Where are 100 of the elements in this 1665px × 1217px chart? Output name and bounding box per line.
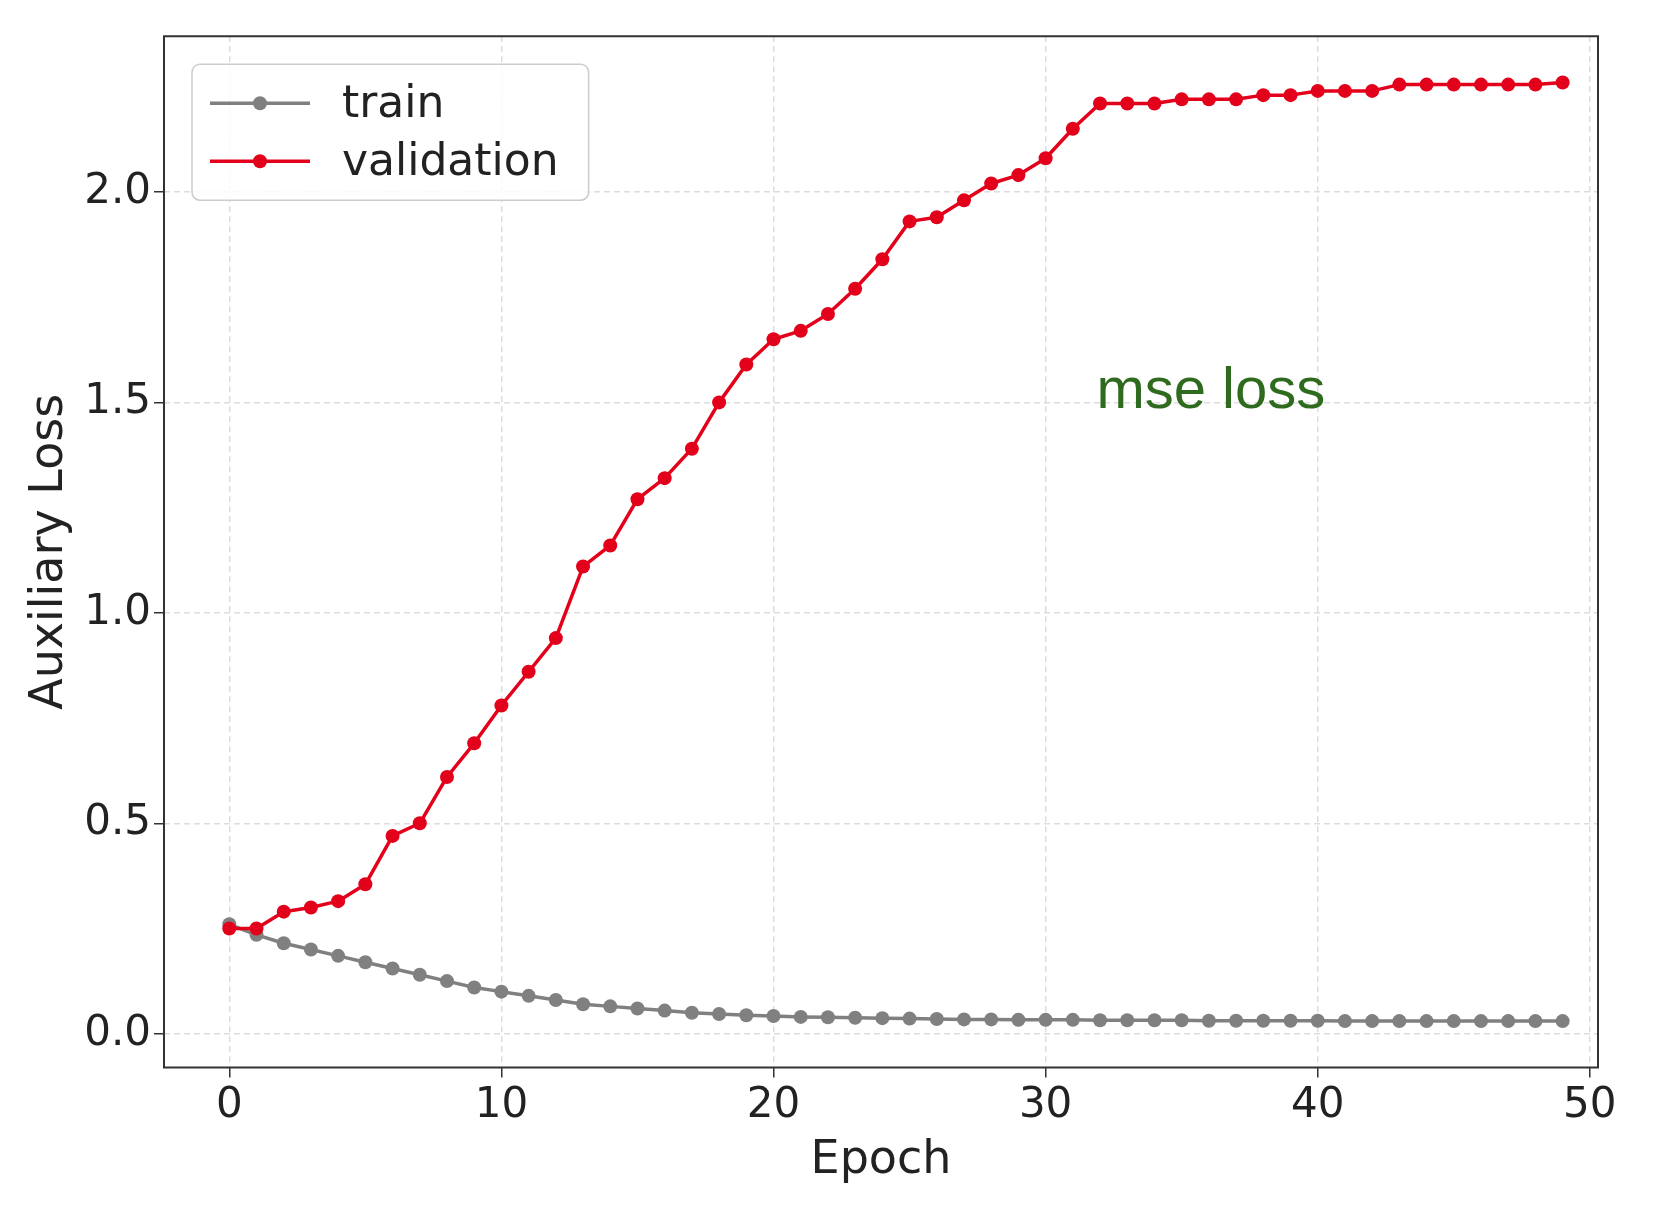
point	[1555, 1014, 1570, 1029]
point	[303, 900, 318, 915]
point	[412, 967, 427, 982]
point	[984, 176, 999, 191]
point	[1419, 77, 1434, 92]
point	[1310, 1013, 1325, 1028]
point	[739, 1008, 754, 1023]
point	[902, 214, 917, 229]
point	[222, 921, 237, 936]
legend-label: train	[341, 75, 445, 127]
point	[385, 961, 400, 976]
point	[630, 1001, 645, 1016]
point	[1065, 1012, 1080, 1027]
x-tick-label: 40	[1291, 1077, 1345, 1127]
point	[739, 357, 754, 372]
point	[548, 631, 563, 646]
point	[1365, 1014, 1380, 1029]
point	[1147, 96, 1162, 111]
point	[1201, 92, 1216, 107]
point	[521, 988, 536, 1003]
point	[439, 974, 454, 989]
point	[249, 921, 264, 936]
point	[1392, 77, 1407, 92]
point	[875, 1011, 890, 1026]
y-tick-label: 1.0	[84, 584, 151, 634]
point	[1120, 96, 1135, 111]
x-tick-label: 50	[1563, 1077, 1617, 1127]
point	[1120, 1013, 1135, 1028]
point	[494, 984, 509, 999]
point	[1528, 1014, 1543, 1029]
point	[1473, 77, 1488, 92]
point	[494, 698, 509, 713]
point	[1256, 1013, 1271, 1028]
point	[548, 993, 563, 1008]
x-tick-label: 0	[215, 1077, 243, 1127]
point	[848, 1010, 863, 1025]
point	[1419, 1014, 1434, 1029]
point	[1147, 1013, 1162, 1028]
point	[793, 1009, 808, 1024]
point	[766, 332, 781, 347]
point	[1283, 88, 1298, 103]
point	[657, 1003, 672, 1018]
point	[1011, 168, 1026, 183]
point	[929, 210, 944, 225]
point	[467, 736, 482, 751]
point	[358, 877, 373, 892]
point	[1093, 96, 1108, 111]
y-axis-title: Auxiliary Loss	[18, 393, 73, 710]
point	[929, 1012, 944, 1026]
point	[902, 1011, 917, 1026]
point	[657, 471, 672, 486]
point	[603, 999, 618, 1014]
point	[467, 980, 482, 995]
point	[1038, 1012, 1053, 1027]
point	[1501, 77, 1516, 92]
point	[1256, 88, 1271, 103]
point	[984, 1012, 999, 1027]
point	[820, 306, 835, 321]
point	[1446, 77, 1461, 92]
point	[1174, 1013, 1189, 1028]
point	[1065, 121, 1080, 136]
point	[331, 894, 346, 909]
point	[684, 1005, 699, 1020]
point	[793, 323, 808, 338]
point	[1038, 151, 1053, 166]
point	[956, 193, 971, 208]
point	[1337, 83, 1352, 98]
point	[848, 281, 863, 296]
point	[766, 1009, 781, 1024]
point	[1528, 77, 1543, 92]
x-tick-label: 10	[474, 1077, 529, 1127]
point	[385, 828, 400, 843]
y-tick-label: 0.0	[84, 1005, 151, 1055]
point	[412, 816, 427, 831]
point	[1174, 92, 1189, 107]
point	[331, 948, 346, 963]
x-tick-label: 20	[746, 1077, 801, 1127]
point	[603, 538, 618, 553]
point	[303, 942, 318, 957]
x-axis-title: Epoch	[810, 1130, 952, 1185]
y-tick-label: 1.5	[84, 374, 151, 424]
point	[956, 1012, 971, 1027]
point	[1283, 1013, 1298, 1028]
x-tick-label: 30	[1018, 1077, 1073, 1127]
point	[684, 441, 699, 456]
point	[1446, 1014, 1461, 1029]
point	[1093, 1013, 1108, 1028]
point	[712, 395, 727, 410]
point	[1501, 1014, 1516, 1029]
point	[1229, 92, 1244, 107]
point	[1337, 1014, 1352, 1029]
point	[276, 936, 291, 951]
point	[1011, 1012, 1026, 1027]
point	[576, 559, 591, 574]
point	[439, 769, 454, 784]
legend-label: validation	[341, 133, 559, 185]
y-tick-label: 2.0	[84, 163, 151, 213]
point	[1555, 75, 1570, 90]
point	[1310, 83, 1325, 98]
point	[875, 252, 890, 267]
